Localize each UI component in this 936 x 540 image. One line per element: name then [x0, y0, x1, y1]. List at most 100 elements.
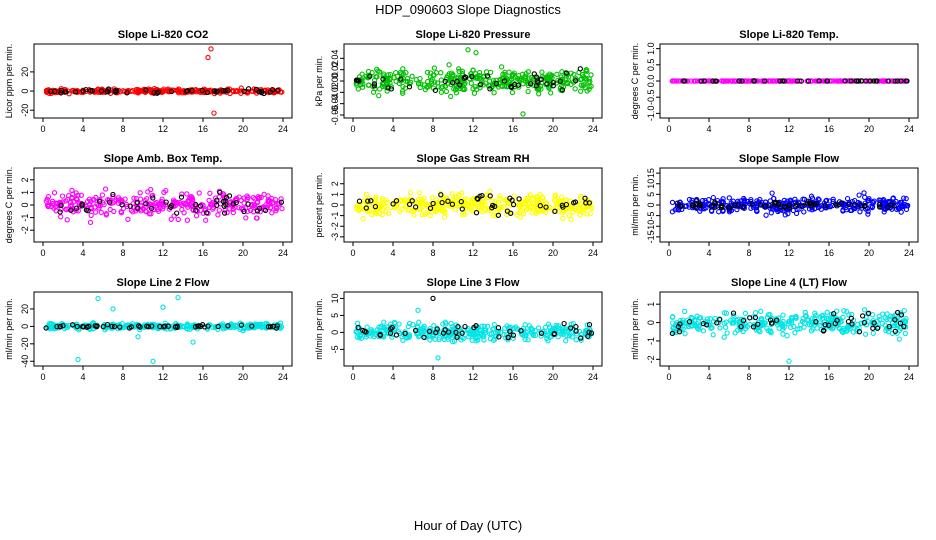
- data-point: [60, 323, 66, 329]
- data-point: [710, 319, 717, 325]
- data-point: [870, 330, 876, 336]
- data-point: [876, 313, 882, 319]
- data-point: [555, 77, 561, 84]
- data-point: [59, 193, 66, 199]
- data-point: [182, 201, 188, 207]
- data-point-outlier: [430, 295, 436, 302]
- data-point: [238, 322, 245, 328]
- data-point: [519, 202, 525, 208]
- y-tick-label: 0: [20, 202, 30, 207]
- data-point: [832, 201, 839, 207]
- data-point: [405, 207, 412, 213]
- data-point: [426, 82, 432, 88]
- data-point: [423, 210, 429, 216]
- data-point-outlier: [473, 50, 479, 56]
- data-point: [377, 69, 383, 75]
- data-point: [145, 324, 152, 330]
- data-point: [464, 327, 470, 333]
- x-tick-label: 16: [198, 248, 208, 258]
- data-point: [842, 78, 848, 84]
- data-point: [372, 197, 379, 203]
- data-point: [384, 199, 390, 205]
- data-point: [143, 87, 149, 93]
- data-point: [559, 87, 565, 93]
- data-point: [509, 73, 515, 79]
- data-point: [83, 87, 89, 93]
- data-point: [184, 191, 190, 197]
- data-point: [174, 200, 181, 206]
- data-point: [861, 190, 867, 196]
- x-tick-label: 4: [390, 372, 395, 382]
- data-point: [440, 84, 446, 90]
- data-point: [389, 324, 395, 331]
- data-point: [800, 203, 806, 209]
- data-point: [445, 73, 451, 79]
- data-point: [767, 312, 773, 318]
- data-point: [177, 199, 183, 206]
- data-point: [798, 321, 804, 328]
- data-point: [69, 322, 76, 328]
- data-point: [80, 88, 86, 94]
- data-point: [845, 201, 852, 208]
- data-point: [739, 78, 745, 84]
- data-point: [382, 84, 388, 90]
- data-point: [485, 205, 492, 212]
- data-point: [544, 335, 550, 342]
- data-point: [887, 316, 893, 322]
- x-tick-label: 0: [350, 124, 355, 134]
- data-point: [275, 87, 281, 93]
- data-point: [241, 208, 247, 215]
- data-point: [685, 323, 692, 330]
- data-point: [456, 68, 462, 75]
- data-point: [216, 207, 222, 213]
- data-point: [530, 200, 536, 206]
- data-point: [583, 77, 590, 83]
- data-point: [274, 323, 280, 329]
- data-point: [179, 191, 185, 197]
- data-point: [381, 325, 388, 331]
- data-point: [391, 319, 398, 326]
- data-point: [92, 323, 98, 329]
- data-point: [384, 88, 390, 94]
- points-layer: [669, 78, 910, 84]
- data-point: [374, 66, 380, 72]
- y-axis-label: percent per min.: [314, 172, 324, 237]
- data-point: [355, 204, 361, 211]
- data-point: [517, 214, 524, 220]
- y-tick-label: 0.00: [330, 72, 340, 90]
- data-point: [479, 79, 485, 85]
- data-point: [151, 90, 157, 96]
- data-point: [478, 331, 485, 337]
- data-point: [743, 325, 749, 332]
- x-tick-label: 16: [824, 372, 834, 382]
- data-point: [103, 212, 109, 218]
- data-point: [373, 194, 379, 200]
- data-point: [241, 195, 247, 201]
- data-point-outlier: [110, 306, 116, 312]
- data-point: [65, 193, 72, 199]
- data-point: [529, 210, 535, 216]
- data-point: [390, 201, 396, 207]
- data-point: [263, 324, 269, 331]
- data-point: [752, 310, 759, 316]
- data-point: [267, 89, 274, 95]
- data-point: [553, 322, 559, 329]
- y-tick-label: -0.02: [330, 82, 340, 103]
- data-point: [816, 197, 822, 203]
- panel-title: Slope Gas Stream RH: [416, 153, 529, 165]
- x-tick-label: 4: [80, 124, 85, 134]
- x-axis-label: Hour of Day (UTC): [414, 518, 522, 533]
- data-point: [225, 323, 231, 329]
- data-point: [680, 326, 686, 332]
- data-point: [817, 322, 823, 329]
- data-point: [559, 69, 565, 75]
- data-point: [382, 76, 388, 82]
- data-point: [124, 90, 130, 96]
- data-point: [372, 203, 379, 210]
- data-point: [396, 80, 402, 87]
- data-point: [442, 319, 449, 325]
- panel-title: Slope Sample Flow: [739, 153, 840, 165]
- data-point: [230, 203, 236, 209]
- data-point: [856, 192, 862, 198]
